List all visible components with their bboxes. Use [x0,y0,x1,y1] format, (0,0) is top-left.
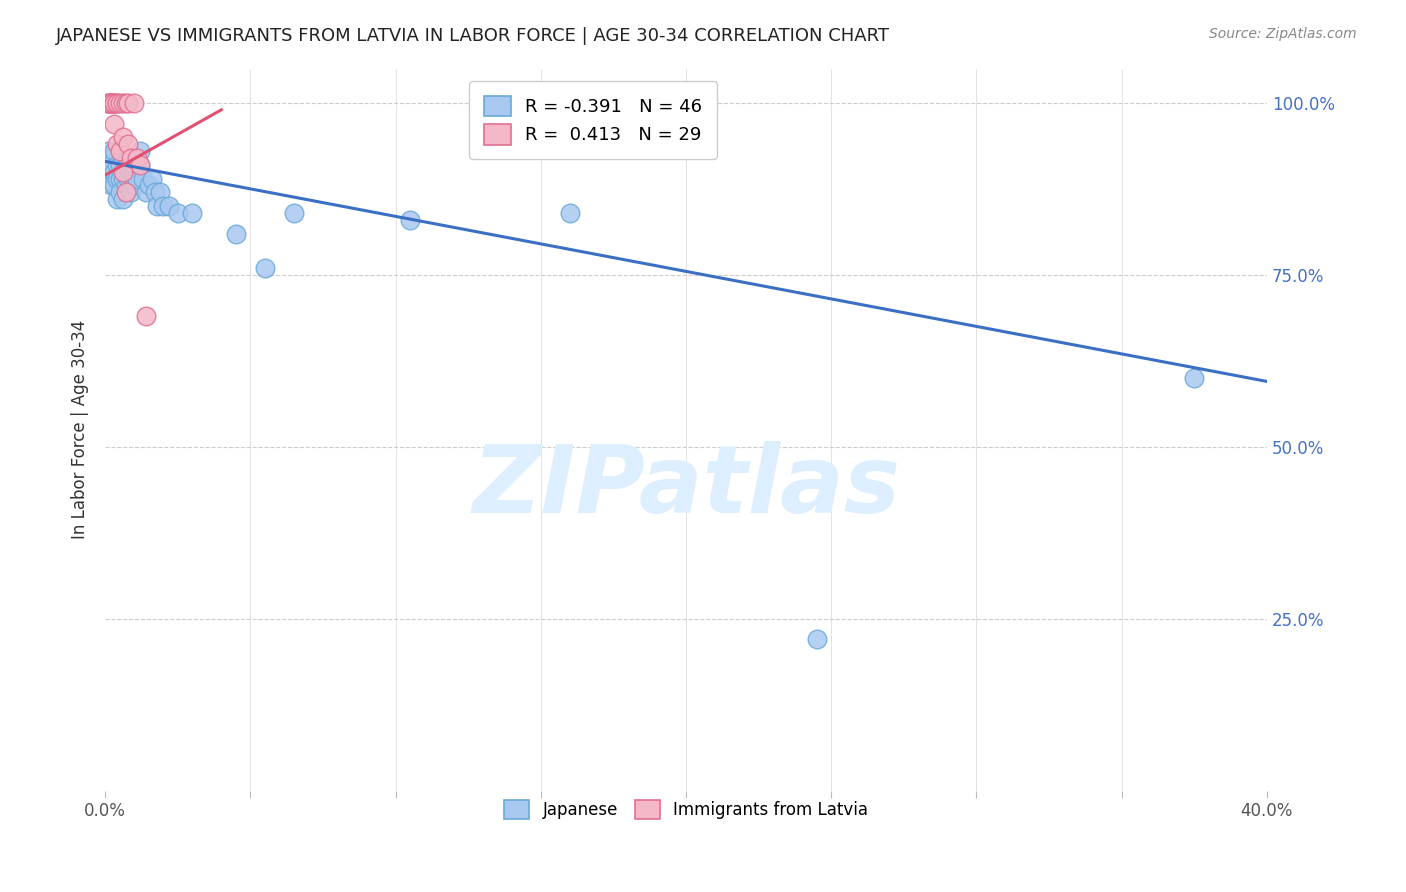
Point [108,186,131,200]
Point [97,144,120,158]
Point [111,192,134,206]
Point [558,206,581,220]
Point [103,178,125,193]
Point [105,158,128,172]
Point [100,178,122,193]
Point [105,192,128,206]
Point [100,151,122,165]
Text: JAPANESE VS IMMIGRANTS FROM LATVIA IN LABOR FORCE | AGE 30-34 CORRELATION CHART: JAPANESE VS IMMIGRANTS FROM LATVIA IN LA… [56,27,890,45]
Point [103,95,125,110]
Point [108,158,131,172]
Point [120,186,142,200]
Point [117,137,139,152]
Point [120,151,142,165]
Point [117,95,139,110]
Point [141,171,163,186]
Point [100,95,122,110]
Point [105,171,128,186]
Point [122,164,145,178]
Point [100,158,122,172]
Point [100,95,122,110]
Point [138,178,160,193]
Y-axis label: In Labor Force | Age 30-34: In Labor Force | Age 30-34 [72,320,89,539]
Point [114,158,136,172]
Point [122,95,145,110]
Point [149,186,172,200]
Point [105,95,128,110]
Point [103,164,125,178]
Point [117,151,139,165]
Point [97,95,120,110]
Legend: Japanese, Immigrants from Latvia: Japanese, Immigrants from Latvia [498,793,875,826]
Text: ZIPatlas: ZIPatlas [472,442,900,533]
Point [129,144,152,158]
Point [127,151,149,165]
Point [129,158,152,172]
Point [122,178,145,193]
Point [103,95,125,110]
Point [117,171,139,186]
Point [806,632,828,647]
Point [111,171,134,186]
Point [1182,371,1205,385]
Point [111,164,134,178]
Point [132,171,155,186]
Point [105,95,128,110]
Point [100,95,122,110]
Point [399,212,422,227]
Point [97,95,120,110]
Point [135,186,157,200]
Point [114,95,136,110]
Point [111,130,134,145]
Point [108,95,131,110]
Point [135,309,157,323]
Point [152,199,174,213]
Point [100,95,122,110]
Point [225,227,247,241]
Point [114,178,136,193]
Point [181,206,204,220]
Point [103,144,125,158]
Point [108,144,131,158]
Point [97,164,120,178]
Point [129,158,152,172]
Point [103,116,125,130]
Point [120,164,142,178]
Point [146,199,169,213]
Point [111,95,134,110]
Point [108,171,131,186]
Point [111,151,134,165]
Point [105,137,128,152]
Point [143,186,166,200]
Point [157,199,180,213]
Point [127,171,149,186]
Point [166,206,188,220]
Point [103,95,125,110]
Point [97,95,120,110]
Point [253,260,276,275]
Point [114,186,136,200]
Point [283,206,305,220]
Point [100,95,122,110]
Text: Source: ZipAtlas.com: Source: ZipAtlas.com [1209,27,1357,41]
